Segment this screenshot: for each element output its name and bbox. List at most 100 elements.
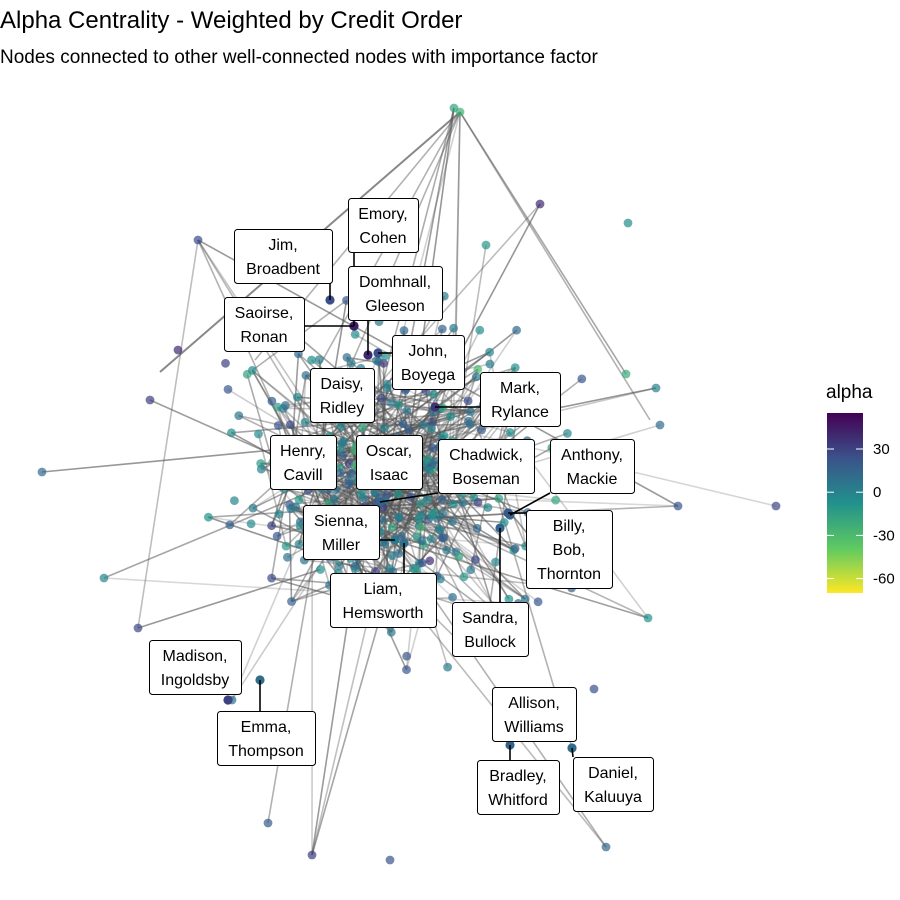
node-label: Daniel, Kaluuya <box>573 757 654 812</box>
network-node <box>225 520 235 530</box>
network-node <box>382 379 392 389</box>
node-label-text: Madison, <box>163 648 228 665</box>
network-node <box>344 480 354 489</box>
network-node <box>286 420 295 429</box>
network-node <box>223 385 233 394</box>
network-node <box>535 199 545 209</box>
network-node <box>399 326 409 335</box>
node-label: Sienna, Miller <box>303 505 380 560</box>
node-label-box <box>149 640 242 695</box>
network-node <box>273 421 283 430</box>
node-label-text: Boseman <box>452 471 520 488</box>
network-node <box>449 323 458 333</box>
network-node <box>448 592 457 602</box>
node-label-text: Henry, <box>280 443 326 460</box>
network-node <box>307 850 317 860</box>
node-label-text: John, <box>408 343 447 360</box>
network-node <box>402 665 411 675</box>
network-node <box>623 218 633 228</box>
network-node <box>463 396 473 406</box>
node-label-text: Bradley, <box>489 768 547 785</box>
node-label-box <box>550 439 635 494</box>
network-edge <box>270 488 285 526</box>
network-node <box>346 358 356 368</box>
node-label: Domhnall, Gleeson <box>348 266 443 321</box>
network-node <box>99 573 109 583</box>
network-node <box>473 497 483 507</box>
network-node <box>376 393 386 403</box>
network-node <box>412 566 422 576</box>
node-label-box <box>217 711 316 766</box>
node-label-box <box>438 439 535 494</box>
network-node <box>300 417 310 427</box>
network-edge <box>356 351 491 446</box>
network-node <box>234 411 244 420</box>
network-node <box>283 552 292 562</box>
network-node <box>387 522 397 532</box>
node-label-box <box>356 435 423 490</box>
network-node <box>442 545 452 555</box>
node-label: Jim, Broadbent <box>234 229 333 284</box>
legend-tick-label: -30 <box>873 527 895 544</box>
node-label-text: Cohen <box>359 230 406 247</box>
network-edge <box>451 487 478 529</box>
network-node <box>621 369 631 379</box>
node-label-text: Rylance <box>491 404 549 421</box>
network-node <box>334 561 344 571</box>
node-label-text: Gleeson <box>365 298 425 315</box>
network-node <box>287 597 296 606</box>
network-node <box>193 235 203 245</box>
node-label-text: Cavill <box>283 467 322 484</box>
network-node <box>466 565 476 575</box>
network-node <box>356 489 366 498</box>
network-node <box>471 555 480 565</box>
node-label-text: Daniel, <box>588 765 638 782</box>
network-node <box>301 371 311 380</box>
network-node <box>481 240 491 250</box>
node-label-text: Chadwick, <box>449 447 523 464</box>
network-node <box>454 551 464 561</box>
network-node <box>446 412 455 421</box>
network-node <box>494 494 504 503</box>
node-label-box <box>452 602 529 657</box>
network-node <box>551 495 560 505</box>
node-label-box <box>234 229 333 284</box>
network-node <box>429 389 438 399</box>
node-label: Liam, Hemsworth <box>330 573 437 628</box>
network-node <box>458 498 468 508</box>
label-leader-line <box>379 492 439 503</box>
network-node <box>350 330 360 339</box>
network-node <box>145 395 155 405</box>
network-node <box>464 416 473 426</box>
node-label-text: Daisy, <box>320 376 363 393</box>
network-edge <box>137 239 199 629</box>
network-edge <box>283 487 526 547</box>
node-label-text: Ingoldsby <box>161 672 230 689</box>
legend-title: alpha <box>826 382 873 403</box>
network-node <box>425 556 435 566</box>
node-label-text: Williams <box>504 719 564 736</box>
network-node <box>404 425 414 435</box>
network-node <box>248 503 258 513</box>
network-node <box>336 422 346 431</box>
node-label-box <box>480 372 561 427</box>
node-label-text: Billy, <box>553 518 586 535</box>
network-node <box>347 468 357 478</box>
network-node <box>414 514 424 523</box>
network-node <box>425 466 434 475</box>
node-label-text: Miller <box>322 537 361 554</box>
network-node <box>267 521 276 531</box>
network-node <box>437 495 447 504</box>
network-node <box>417 536 427 546</box>
network-node <box>655 420 665 430</box>
network-node <box>510 544 520 553</box>
network-node <box>504 594 514 604</box>
network-node <box>394 513 404 523</box>
node-label: Emory, Cohen <box>348 198 419 253</box>
legend-colorbar <box>827 413 863 593</box>
node-label: Saoirse, Ronan <box>224 297 305 352</box>
network-node <box>589 684 599 694</box>
network-node <box>434 524 444 534</box>
chart-subtitle: Nodes connected to other well-connected … <box>0 47 598 68</box>
labeled-node <box>223 695 233 705</box>
